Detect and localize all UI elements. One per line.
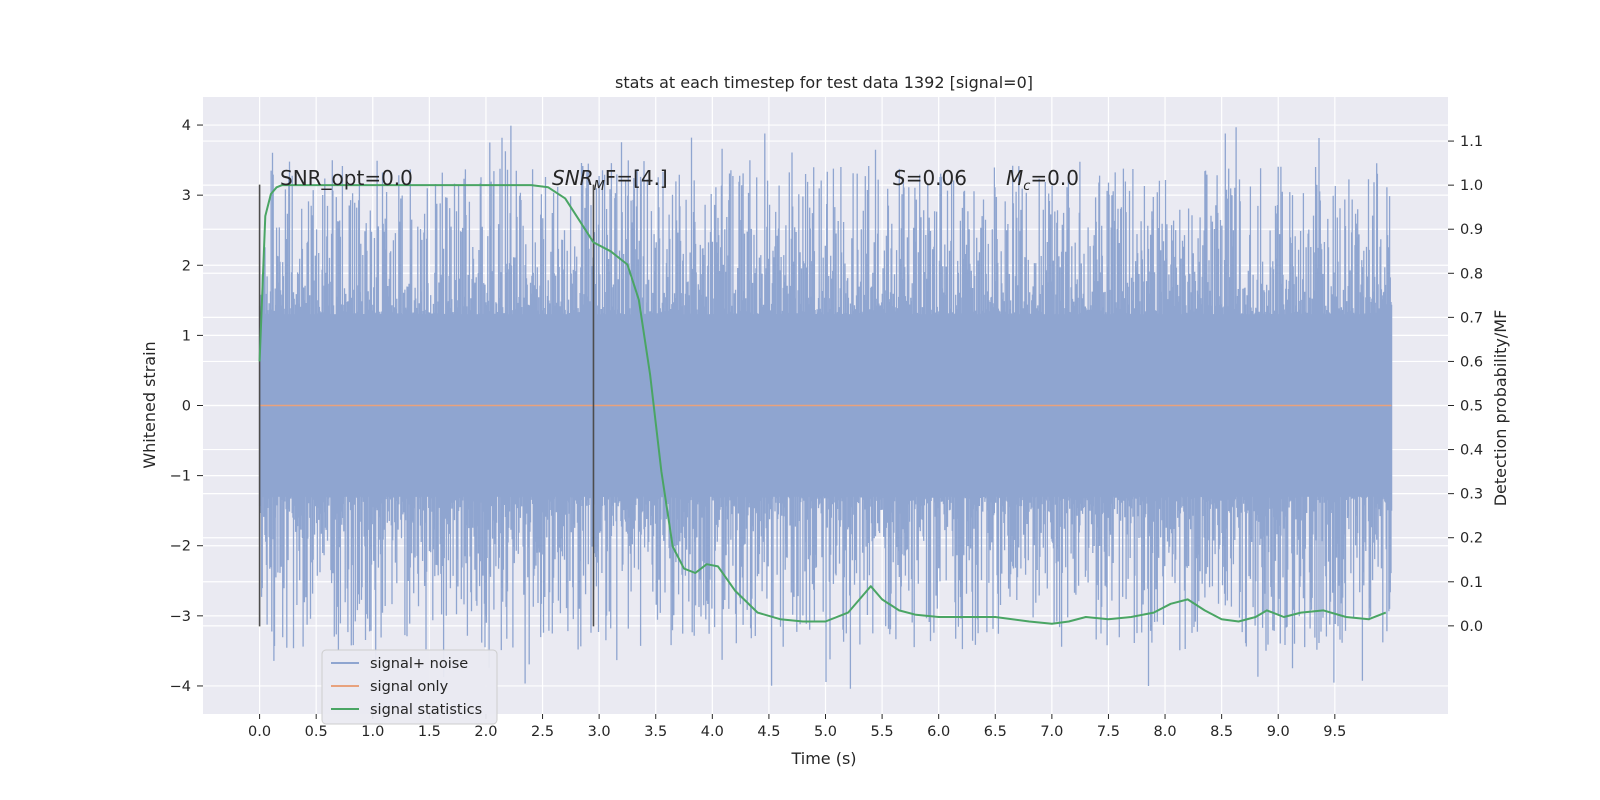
y-right-tick-label: 0.0 [1460,619,1483,635]
annotation-mc-sub: c [1023,179,1030,194]
signal-statistics-line [258,184,1387,625]
annotation-mc-rest: =0.0 [1030,166,1079,190]
x-tick-label: 6.5 [984,724,1007,740]
y-left-tick-label: −1 [170,469,191,485]
y-left-tick-label: 2 [182,258,191,274]
x-tick-label: 3.5 [644,724,667,740]
legend-label-signal-only: signal only [370,679,449,695]
x-tick-label: 1.5 [418,724,441,740]
legend-label-signal-noise: signal+ noise [370,656,468,672]
y-left-tick-label: 1 [182,328,191,344]
y-right-tick-label: 0.6 [1460,354,1483,370]
y-axis-right: 1.1 1.0 0.9 0.8 0.7 0.6 0.5 0.4 0.3 0.2 0.1 0.0 [1448,134,1483,635]
x-axis-label: Time (s) [790,749,856,768]
x-tick-label: 7.5 [1097,724,1120,740]
chart-title: stats at each timestep for test data 139… [615,73,1033,92]
annotation-snr-mf: SNRMF=[4.] [552,166,668,194]
x-tick-label: 9.5 [1323,724,1346,740]
y-axis-left: 4 3 2 1 0 −1 −2 −3 −4 [170,118,203,695]
y-right-tick-label: 0.8 [1460,266,1483,282]
annotation-mc-base: M [1006,166,1023,190]
y-right-tick-label: 1.0 [1460,178,1483,194]
x-tick-label: 8.5 [1210,724,1233,740]
x-tick-label: 7.0 [1040,724,1063,740]
y-right-tick-label: 0.9 [1460,222,1483,238]
x-tick-label: 4.5 [757,724,780,740]
y-right-tick-label: 1.1 [1460,134,1483,150]
x-tick-label: 5.0 [814,724,837,740]
y-right-tick-label: 0.7 [1460,310,1483,326]
y-left-tick-label: 3 [182,188,191,204]
y-left-tick-label: −4 [170,679,191,695]
annotation-snr-mf-rest: F=[4.] [605,166,668,190]
x-tick-label: 0.5 [305,724,328,740]
legend-box [321,649,498,725]
y-right-tick-label: 0.3 [1460,487,1483,503]
y-right-tick-label: 0.2 [1460,531,1483,547]
vertical-markers [258,184,595,627]
legend: signal+ noise signal only signal statist… [321,649,498,725]
y-left-tick-label: −3 [170,609,191,625]
series-signal-statistics [258,184,1387,625]
x-tick-label: 4.0 [701,724,724,740]
x-tick-label: 2.0 [474,724,497,740]
x-tick-label: 0.0 [248,724,271,740]
legend-label-signal-statistics: signal statistics [370,702,482,718]
annotation-snr-opt: SNR_opt=0.0 [280,166,413,190]
y-right-tick-label: 0.1 [1460,575,1483,591]
annotation-s-rest: =0.06 [906,166,967,190]
y-left-tick-label: 0 [182,399,191,415]
y-left-tick-label: 4 [182,118,191,134]
annotation-mc: Mc=0.0 [1006,166,1079,194]
x-tick-label: 9.0 [1267,724,1290,740]
x-tick-label: 1.0 [361,724,384,740]
annotation-snr-mf-base: SNR [552,166,594,190]
x-tick-label: 6.0 [927,724,950,740]
x-tick-label: 8.0 [1154,724,1177,740]
y-axis-left-label: Whitened strain [140,341,159,468]
x-tick-label: 5.5 [871,724,894,740]
annotation-s-base: S [893,166,906,190]
y-right-tick-label: 0.5 [1460,399,1483,415]
annotation-s: S=0.06 [893,166,967,190]
x-tick-label: 2.5 [531,724,554,740]
y-left-tick-label: −2 [170,539,191,555]
annotation-snr-mf-sub: M [594,179,605,194]
x-tick-label: 3.0 [588,724,611,740]
y-right-tick-label: 0.4 [1460,443,1483,459]
x-axis: 0.0 0.5 1.0 1.5 2.0 2.5 3.0 3.5 4.0 4.5 5.0 5.5 6.0 6… [248,714,1346,740]
y-axis-right-label: Detection probability/MF [1491,310,1510,507]
